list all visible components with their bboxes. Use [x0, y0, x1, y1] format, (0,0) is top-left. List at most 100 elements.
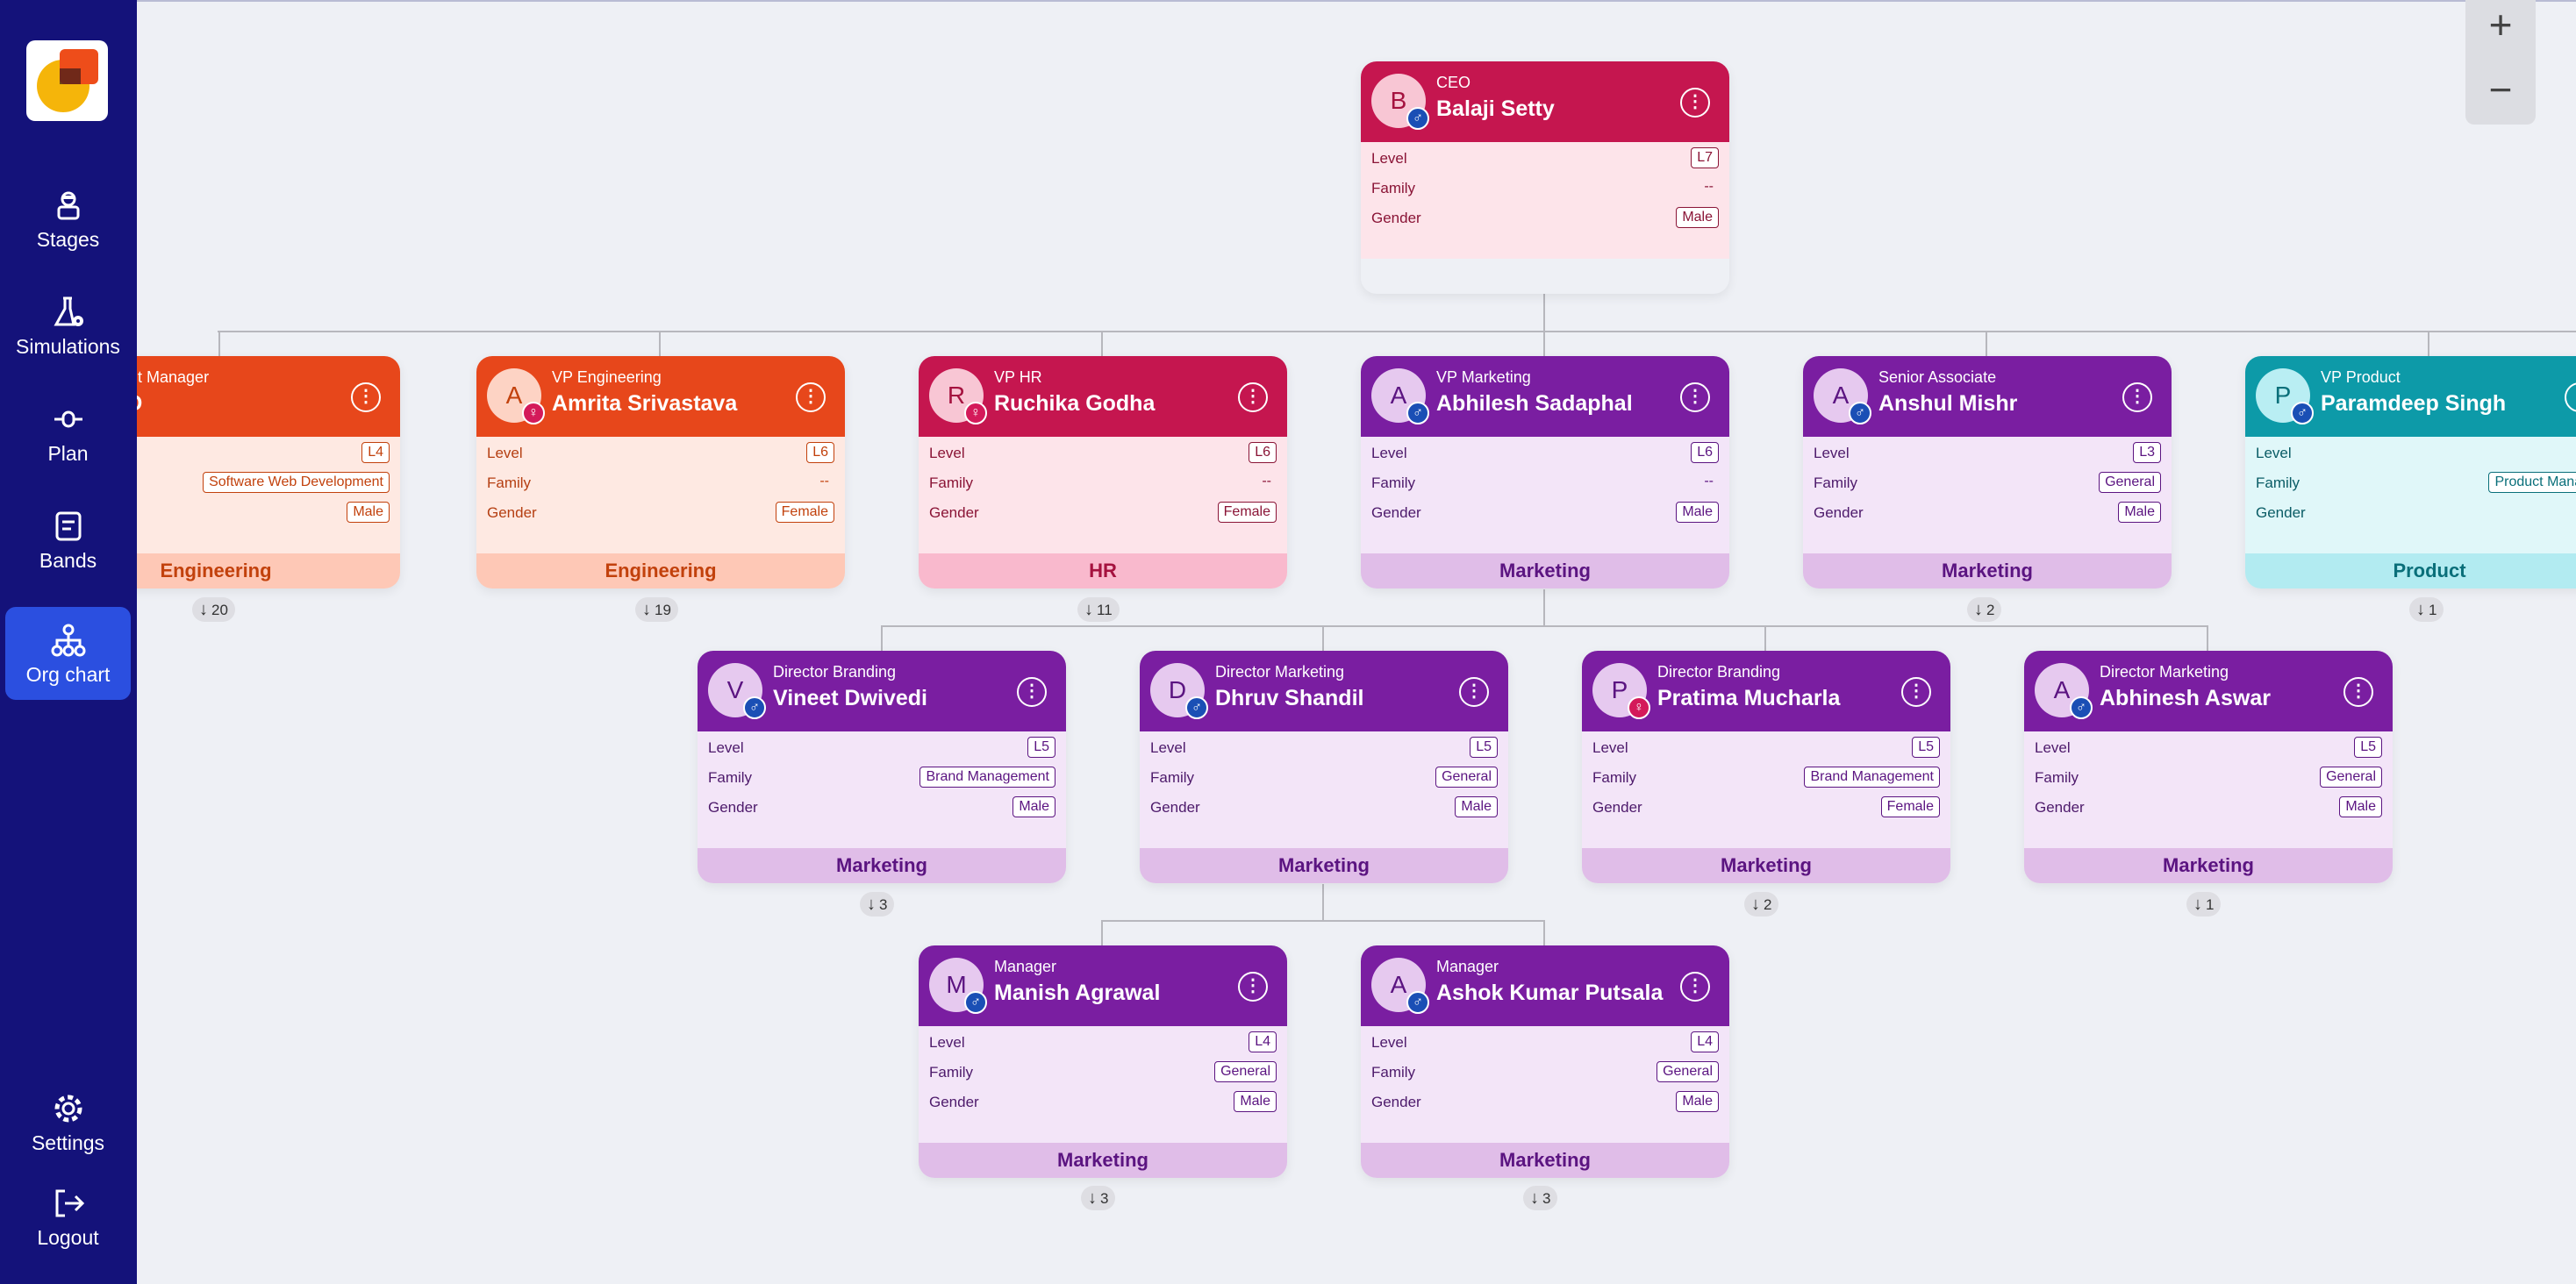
male-icon: ♂ — [743, 696, 766, 719]
sidebar-item-stages[interactable]: Stages — [5, 172, 131, 265]
employee-name: g D — [137, 391, 142, 417]
subordinate-count[interactable]: ↓ 20 — [192, 597, 235, 622]
more-options-icon[interactable]: ⋮ — [1459, 677, 1489, 707]
org-node-director-pratima[interactable]: P ♀ Director Branding Pratima Mucharla ⋮… — [1582, 651, 1950, 883]
level-value: L7 — [1691, 147, 1719, 168]
subordinate-count-value: 3 — [1542, 1190, 1551, 1207]
gender-value: Female — [775, 502, 834, 523]
family-label: Family — [708, 769, 753, 786]
department-label: Marketing — [1361, 1143, 1729, 1178]
org-node-director-abhinesh[interactable]: A ♂ Director Marketing Abhinesh Aswar ⋮ … — [2024, 651, 2393, 883]
job-title: Director Branding — [1657, 663, 1781, 681]
org-node-manager-manish[interactable]: M ♂ Manager Manish Agrawal ⋮ Level L4 Fam… — [919, 945, 1287, 1178]
gender-value: Male — [2118, 502, 2161, 523]
family-value: General — [2320, 767, 2382, 788]
avatar: A — [1814, 368, 1868, 423]
arrow-down-icon: ↓ — [1530, 1188, 1539, 1208]
subordinate-count[interactable]: ↓ 19 — [635, 597, 678, 622]
subordinate-count[interactable]: ↓ 2 — [1967, 597, 2002, 622]
zoom-in-button[interactable]: + — [2488, 2, 2513, 47]
level-value: L5 — [1027, 737, 1055, 758]
connector-line — [1986, 331, 1987, 357]
org-node-vp-marketing[interactable]: A ♂ VP Marketing Abhilesh Sadaphal ⋮ Lev… — [1361, 356, 1729, 588]
gender-label: Gender — [1371, 504, 1421, 521]
org-node-manager-ashok[interactable]: A ♂ Manager Ashok Kumar Putsala ⋮ Level L… — [1361, 945, 1729, 1178]
subordinate-count-value: 2 — [1986, 602, 1995, 618]
subordinate-count-value: 19 — [655, 602, 671, 618]
app-logo[interactable] — [26, 40, 108, 121]
subordinate-count[interactable]: ↓ 3 — [860, 892, 895, 917]
logout-label: Logout — [37, 1226, 99, 1249]
male-icon: ♂ — [1406, 402, 1429, 424]
gender-label: Gender — [487, 504, 537, 521]
more-options-icon[interactable]: ⋮ — [1238, 972, 1268, 1002]
sidebar-item-label: Org chart — [25, 663, 111, 686]
more-options-icon[interactable]: ⋮ — [2343, 677, 2373, 707]
subordinate-count[interactable]: ↓ 11 — [1077, 597, 1120, 622]
subordinate-count-value: 3 — [879, 896, 888, 913]
org-node-vp-engineering[interactable]: A ♀ VP Engineering Amrita Srivastava ⋮ L… — [476, 356, 845, 588]
family-label: Family — [2256, 474, 2301, 491]
more-options-icon[interactable]: ⋮ — [1680, 972, 1710, 1002]
more-options-icon[interactable]: ⋮ — [1680, 382, 1710, 412]
sidebar-item-plan[interactable]: Plan — [5, 386, 131, 479]
org-node-senior-associate[interactable]: A ♂ Senior Associate Anshul Mishr ⋮ Leve… — [1803, 356, 2172, 588]
org-chart-canvas[interactable]: B ♂ CEO Balaji Setty ⋮ Level L7 Family -- … — [137, 0, 2576, 1284]
subordinate-count[interactable]: ↓ 1 — [2186, 892, 2222, 917]
connector-line — [1322, 625, 1324, 652]
more-options-icon[interactable]: ⋮ — [1680, 88, 1710, 118]
sidebar-item-label: Plan — [47, 442, 89, 465]
department-label: HR — [919, 553, 1287, 588]
arrow-down-icon: ↓ — [1974, 600, 1983, 619]
slider-icon — [54, 410, 82, 428]
employee-name: Balaji Setty — [1436, 96, 1555, 121]
job-title: Director Marketing — [2100, 663, 2229, 681]
more-options-icon[interactable]: ⋮ — [2122, 382, 2152, 412]
female-icon: ♀ — [522, 402, 545, 424]
more-options-icon[interactable]: ⋮ — [796, 382, 826, 412]
department-label: Engineering — [476, 553, 845, 588]
gender-label: Gender — [929, 504, 979, 521]
subordinate-count[interactable]: ↓ 3 — [1081, 1186, 1116, 1210]
more-options-icon[interactable]: ⋮ — [1901, 677, 1931, 707]
subordinate-count[interactable]: ↓ 3 — [1523, 1186, 1558, 1210]
subordinate-count[interactable]: ↓ 1 — [2409, 597, 2444, 622]
settings-label: Settings — [31, 1131, 105, 1154]
more-options-icon[interactable]: ⋮ — [2565, 382, 2576, 412]
department-label: Marketing — [2024, 848, 2393, 883]
sidebar-item-bands[interactable]: Bands — [5, 493, 131, 586]
family-label: Family — [487, 474, 532, 491]
gender-label: Gender — [1592, 799, 1642, 816]
user-badge-icon — [57, 191, 79, 220]
document-list-icon — [55, 511, 81, 541]
org-node-vp-product[interactable]: P ♂ VP Product Paramdeep Singh ⋮ Level F… — [2245, 356, 2576, 588]
more-options-icon[interactable]: ⋮ — [351, 382, 381, 412]
sidebar-item-simulations[interactable]: Simulations — [5, 279, 131, 372]
subordinate-count[interactable]: ↓ 2 — [1744, 892, 1779, 917]
sidebar-item-org-chart[interactable]: Org chart — [5, 607, 131, 700]
logout-button[interactable]: Logout — [5, 1170, 131, 1263]
org-node-director-vineet[interactable]: V ♂ Director Branding Vineet Dwivedi ⋮ L… — [698, 651, 1066, 883]
employee-name: Paramdeep Singh — [2321, 391, 2507, 416]
more-options-icon[interactable]: ⋮ — [1017, 677, 1047, 707]
settings-button[interactable]: Settings — [5, 1075, 131, 1168]
family-label: Family — [1814, 474, 1858, 491]
sidebar-item-label: Bands — [39, 549, 97, 572]
connector-line — [659, 331, 661, 357]
sidebar-item-label: Simulations — [16, 335, 120, 358]
subordinate-count-value: 1 — [2206, 896, 2215, 913]
org-node-vp-hr[interactable]: R ♀ VP HR Ruchika Godha ⋮ Level L6 Family… — [919, 356, 1287, 588]
zoom-out-button[interactable]: − — [2488, 67, 2513, 112]
level-label: Level — [1371, 150, 1407, 167]
family-label: Family — [1371, 1064, 1416, 1081]
gender-label: Gender — [1371, 1094, 1421, 1110]
employee-name: Abhinesh Aswar — [2100, 686, 2271, 710]
org-node-ceo[interactable]: B ♂ CEO Balaji Setty ⋮ Level L7 Family -- … — [1361, 61, 1729, 294]
gender-value: Male — [2339, 796, 2382, 817]
org-node-director-dhruv[interactable]: D ♂ Director Marketing Dhruv Shandil ⋮ L… — [1140, 651, 1508, 883]
gender-label: Gender — [1150, 799, 1200, 816]
more-options-icon[interactable]: ⋮ — [1238, 382, 1268, 412]
avatar: A — [2035, 663, 2089, 717]
family-value: Product Manag — [2488, 472, 2576, 493]
